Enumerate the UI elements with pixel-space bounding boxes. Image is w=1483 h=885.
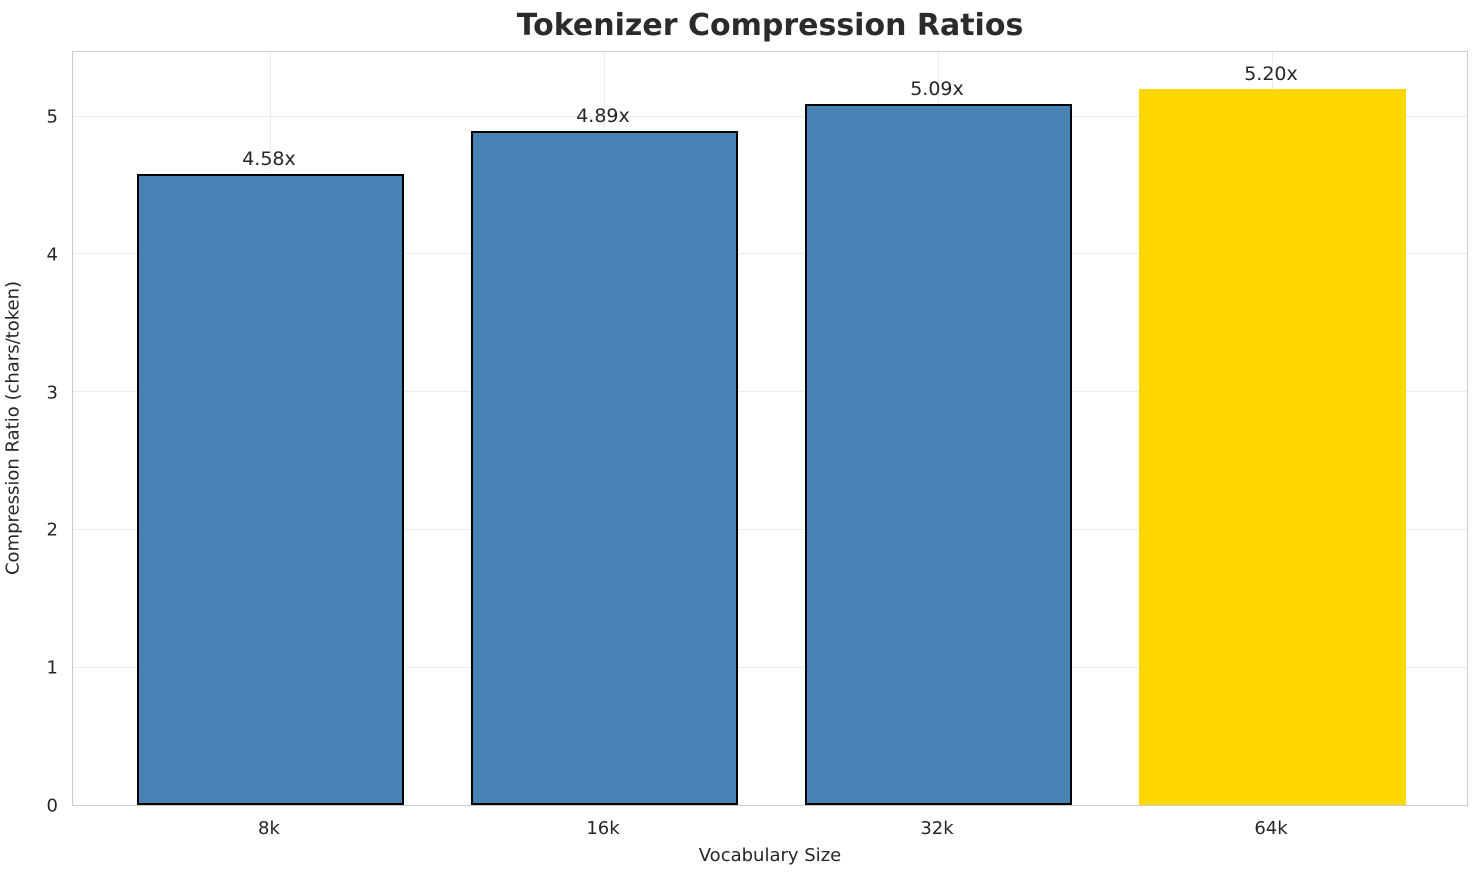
bar-value-label-16k: 4.89x: [576, 105, 630, 128]
gridline-y-1: [73, 666, 1467, 668]
plot-area: [72, 51, 1468, 806]
bar-64k: [1138, 88, 1406, 805]
gridline-y-5: [73, 115, 1467, 117]
bar-value-label-64k: 5.20x: [1244, 62, 1298, 85]
y-tick-label-2: 2: [46, 519, 58, 541]
y-tick-label-3: 3: [46, 382, 58, 404]
bar-8k: [136, 174, 404, 805]
gridline-y-2: [73, 528, 1467, 530]
y-tick-label-5: 5: [46, 106, 58, 128]
bar-16k: [470, 131, 738, 805]
x-tick-label-64k: 64k: [1254, 818, 1288, 839]
bar-value-label-32k: 5.09x: [910, 77, 964, 100]
x-tick-label-8k: 8k: [258, 818, 280, 839]
y-tick-label-1: 1: [46, 657, 58, 679]
gridline-y-3: [73, 391, 1467, 393]
y-tick-label-4: 4: [46, 244, 58, 266]
x-tick-label-32k: 32k: [920, 818, 954, 839]
bar-value-label-8k: 4.58x: [242, 147, 296, 170]
chart-title: Tokenizer Compression Ratios: [516, 8, 1024, 43]
bar-32k: [804, 103, 1072, 805]
gridline-y-4: [73, 253, 1467, 255]
x-axis-label: Vocabulary Size: [698, 845, 842, 866]
y-tick-label-0: 0: [46, 795, 58, 817]
x-tick-label-16k: 16k: [586, 818, 620, 839]
